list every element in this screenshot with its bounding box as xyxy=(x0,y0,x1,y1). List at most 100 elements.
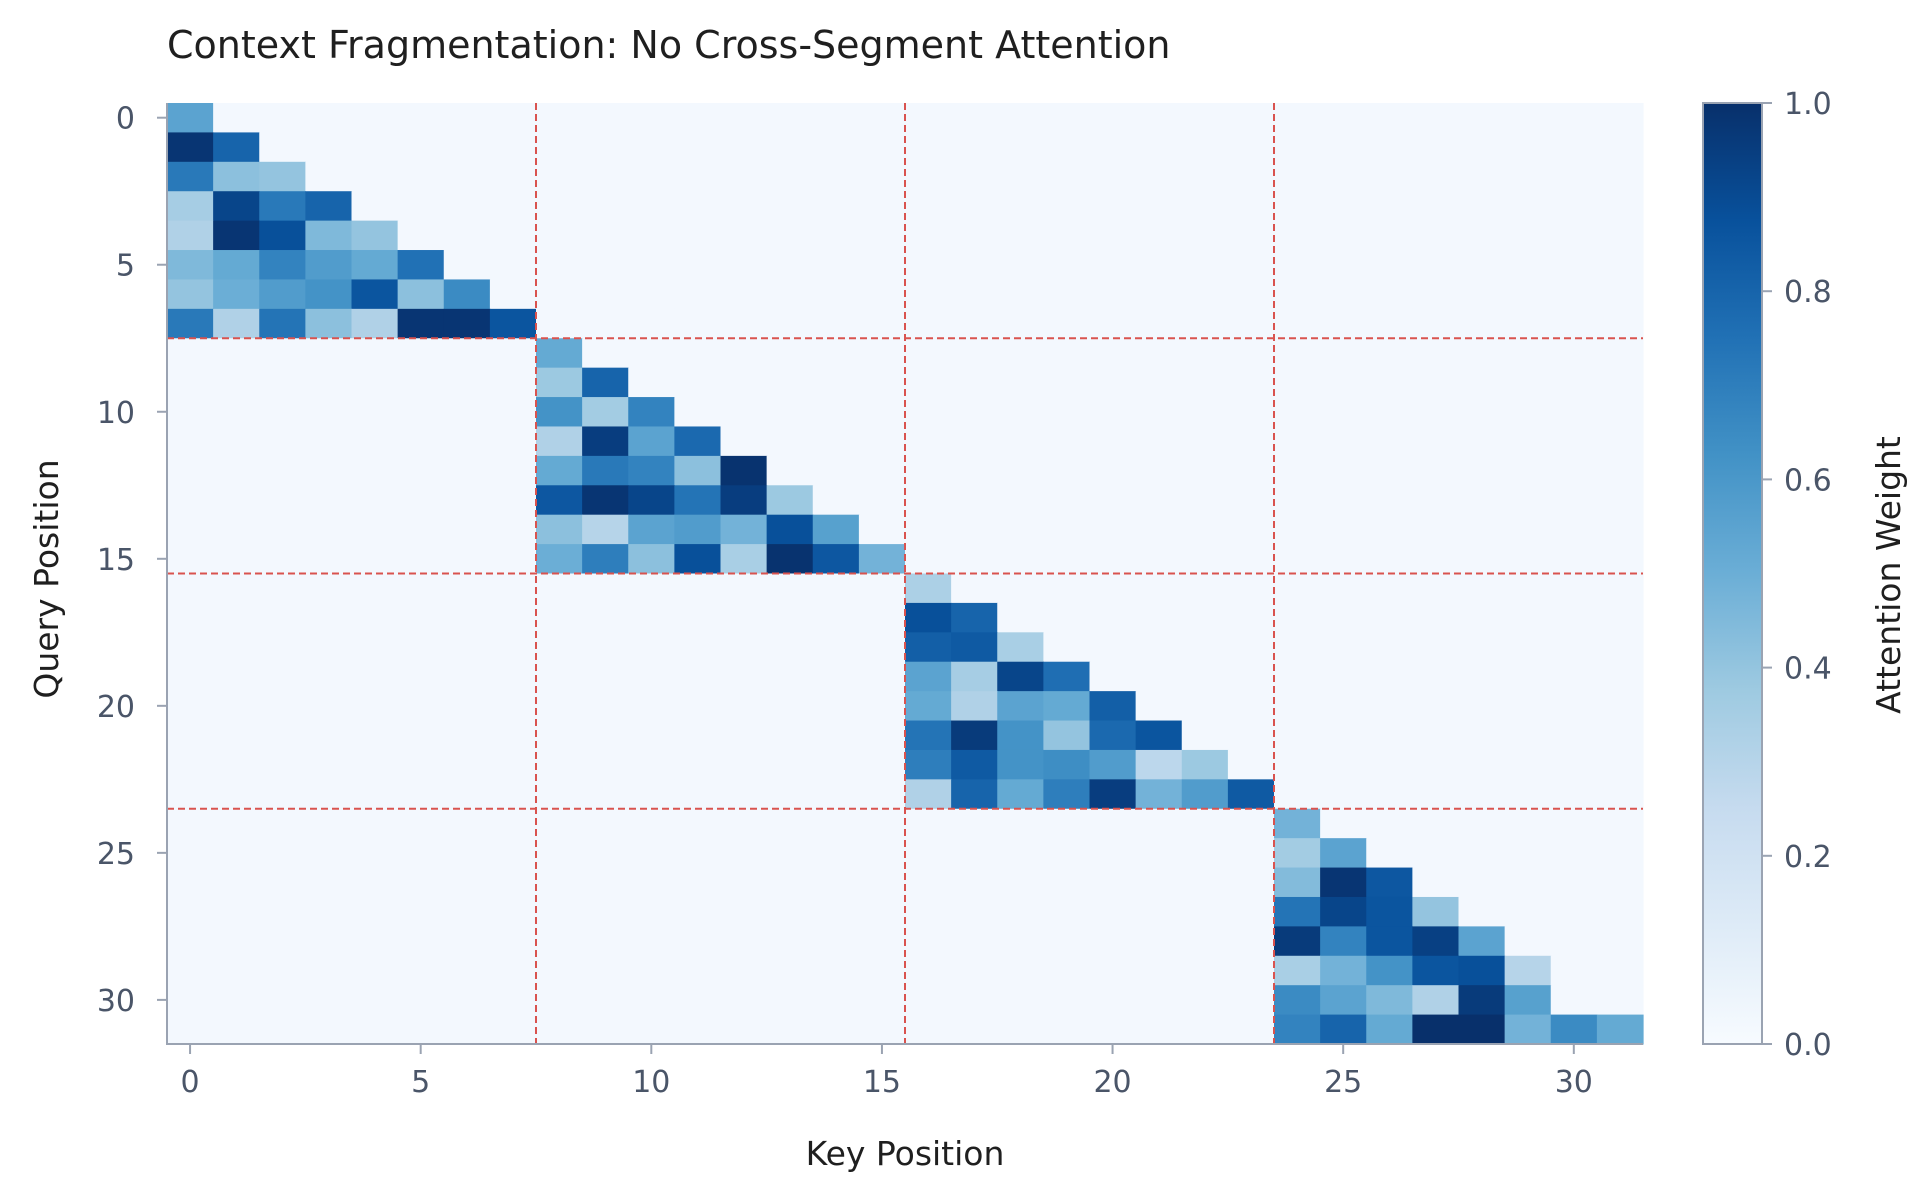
heatmap-cell xyxy=(536,308,583,339)
heatmap-cell xyxy=(766,779,814,810)
heatmap-cell xyxy=(1181,867,1229,898)
heatmap-cell xyxy=(1412,250,1460,281)
heatmap-cell xyxy=(351,896,399,927)
heatmap-cell xyxy=(259,985,306,1016)
heatmap-cell xyxy=(1135,838,1183,869)
heatmap-cell xyxy=(1181,455,1229,486)
heatmap-cell xyxy=(397,661,445,692)
heatmap-cell xyxy=(905,308,952,339)
heatmap-cell xyxy=(1274,955,1321,986)
heatmap-cell xyxy=(858,632,906,663)
heatmap-cell xyxy=(1412,308,1460,339)
heatmap-cell xyxy=(536,661,583,692)
heatmap-cell xyxy=(951,338,998,369)
heatmap-cell xyxy=(1504,338,1552,369)
heatmap-cell xyxy=(1227,573,1275,604)
heatmap-cell xyxy=(1274,808,1321,839)
heatmap-cell xyxy=(1550,308,1598,339)
heatmap-cell xyxy=(259,279,306,310)
heatmap-cell xyxy=(720,455,768,486)
heatmap-cell xyxy=(812,514,860,545)
heatmap-cell xyxy=(628,749,675,780)
heatmap-cell xyxy=(1320,808,1367,839)
heatmap-cell xyxy=(1366,1014,1413,1045)
heatmap-cell xyxy=(1504,808,1552,839)
heatmap-cell xyxy=(720,397,768,428)
heatmap-cell xyxy=(213,367,260,398)
heatmap-cell xyxy=(1227,308,1275,339)
heatmap-cell xyxy=(443,161,491,192)
heatmap-cell xyxy=(1366,720,1413,751)
heatmap-cell xyxy=(1227,838,1275,869)
heatmap-cell xyxy=(1274,250,1321,281)
heatmap-cell xyxy=(1320,397,1367,428)
heatmap-cell xyxy=(1320,632,1367,663)
heatmap-cell xyxy=(1274,220,1321,251)
heatmap-cell xyxy=(351,308,399,339)
heatmap-cell xyxy=(1366,896,1413,927)
heatmap-cell xyxy=(167,132,214,163)
heatmap-cell xyxy=(351,455,399,486)
heatmap-cell xyxy=(443,485,491,516)
heatmap-cell xyxy=(1504,514,1552,545)
heatmap-cell xyxy=(1504,544,1552,575)
heatmap-cell xyxy=(167,661,214,692)
heatmap-cell xyxy=(1227,808,1275,839)
heatmap-cell xyxy=(536,455,583,486)
heatmap-cell xyxy=(1043,367,1091,398)
heatmap-cell xyxy=(1227,514,1275,545)
heatmap-cell xyxy=(628,103,675,134)
heatmap-cell xyxy=(1089,220,1137,251)
heatmap-cell xyxy=(1412,485,1460,516)
heatmap-cell xyxy=(1181,103,1229,134)
heatmap-cell xyxy=(951,250,998,281)
heatmap-cell xyxy=(259,220,306,251)
heatmap-cell xyxy=(443,985,491,1016)
heatmap-cell xyxy=(812,926,860,957)
heatmap-cell xyxy=(1458,926,1506,957)
heatmap-cell xyxy=(1227,867,1275,898)
heatmap-cell xyxy=(997,661,1044,692)
heatmap-cell xyxy=(1320,367,1367,398)
heatmap-cell xyxy=(812,691,860,722)
heatmap-cell xyxy=(1550,602,1598,633)
heatmap-cell xyxy=(213,779,260,810)
heatmap-cell xyxy=(1366,926,1413,957)
heatmap-cell xyxy=(905,191,952,222)
heatmap-cell xyxy=(259,838,306,869)
heatmap-cell xyxy=(1181,838,1229,869)
heatmap-cell xyxy=(213,191,260,222)
heatmap-cell xyxy=(1089,926,1137,957)
heatmap-cell xyxy=(443,426,491,457)
heatmap-cell xyxy=(213,691,260,722)
heatmap-cell xyxy=(1412,838,1460,869)
heatmap-cell xyxy=(259,632,306,663)
heatmap-cell xyxy=(397,485,445,516)
heatmap-cell xyxy=(397,308,445,339)
heatmap-cell xyxy=(1320,985,1367,1016)
heatmap-cell xyxy=(259,250,306,281)
heatmap-cell xyxy=(951,896,998,927)
heatmap-cell xyxy=(1596,896,1644,927)
heatmap-cell xyxy=(1227,455,1275,486)
heatmap-cell xyxy=(1227,161,1275,192)
heatmap-cell xyxy=(905,338,952,369)
colorbar-tick-label: 0.2 xyxy=(1784,840,1832,875)
heatmap-cell xyxy=(351,779,399,810)
heatmap-cell xyxy=(951,161,998,192)
heatmap-cell xyxy=(1412,602,1460,633)
heatmap-cell xyxy=(351,720,399,751)
heatmap-cell xyxy=(1366,602,1413,633)
heatmap-cell xyxy=(766,514,814,545)
heatmap-cell xyxy=(397,1014,445,1045)
heatmap-cell xyxy=(1458,749,1506,780)
heatmap-cell xyxy=(1366,985,1413,1016)
heatmap-cell xyxy=(259,397,306,428)
heatmap-cell xyxy=(259,308,306,339)
heatmap-cell xyxy=(1550,250,1598,281)
heatmap-cell xyxy=(489,132,537,163)
heatmap-cell xyxy=(1089,749,1137,780)
heatmap-cell xyxy=(1366,838,1413,869)
heatmap-cell xyxy=(1135,573,1183,604)
heatmap-cell xyxy=(1366,161,1413,192)
